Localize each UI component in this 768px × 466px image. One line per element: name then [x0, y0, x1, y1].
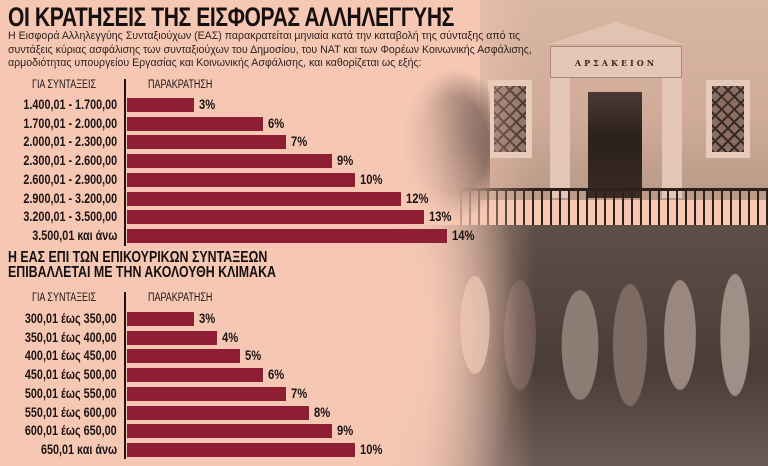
- bar-row: 2.300,01 - 2.600,00 9%: [0, 152, 480, 169]
- bar-row: 650,01 και άνω 10%: [0, 440, 480, 457]
- bar-value-label: 3%: [199, 310, 216, 326]
- bar-row: 2.600,01 - 2.900,00 10%: [0, 170, 480, 187]
- subtitle-line-2: ΕΠΙΒΑΛΛΕΤΑΙ ΜΕ ΤΗΝ ΑΚΟΛΟΥΘΗ ΚΛΙΜΑΚΑ: [8, 264, 277, 281]
- bar-category-label: 1.400,01 - 1.700,00: [23, 97, 117, 112]
- bar-category-label: 300,01 έως 350,00: [25, 311, 117, 326]
- bar-category-label: 3.500,01 και άνω: [31, 227, 117, 243]
- bar-value-label: 8%: [314, 403, 331, 420]
- subtitle-line-1: Η ΕΑΣ ΕΠΙ ΤΩΝ ΕΠΙΚΟΥΡΙΚΩΝ ΣΥΝΤΑΞΕΩΝ: [8, 249, 268, 266]
- bar-category-label: 600,01 έως 650,00: [25, 423, 117, 439]
- bar: [127, 330, 217, 345]
- bar-row: 550,01 έως 600,00 8%: [0, 403, 480, 420]
- column-header-withholding: ΠΑΡΑΚΡΑΤΗΣΗ: [148, 79, 213, 91]
- bar-category-label: 550,01 έως 600,00: [25, 404, 117, 420]
- intro-paragraph: Η Εισφορά Αλληλεγγύης Συνταξιούχων (ΕΑΣ)…: [8, 30, 532, 69]
- bar-value-label: 9%: [337, 152, 354, 169]
- page-title: ΟΙ ΚΡΑΤΗΣΕΙΣ ΤΗΣ ΕΙΣΦΟΡΑΣ ΑΛΛΗΛΕΓΓΥΗΣ: [8, 2, 454, 32]
- bar-category-label: 1.700,01 - 2.000,00: [23, 115, 117, 131]
- bar-row: 450,01 έως 500,00 6%: [0, 366, 480, 383]
- bar-value-label: 10%: [360, 440, 383, 457]
- column-header-withholding: ΠΑΡΑΚΡΑΤΗΣΗ: [148, 292, 213, 304]
- bar-category-label: 2.000,01 - 2.300,00: [23, 134, 117, 150]
- chart-axis-line: [124, 79, 126, 246]
- bar-row: 600,01 έως 650,00 9%: [0, 422, 480, 439]
- bar-row: 2.000,01 - 2.300,00 7%: [0, 133, 480, 150]
- bar-row: 500,01 έως 550,00 7%: [0, 384, 480, 401]
- column-header-pensions: ΓΙΑ ΣΥΝΤΑΞΕΙΣ: [32, 79, 97, 91]
- bar-category-label: 450,01 έως 500,00: [25, 367, 117, 383]
- bar-category-label: 2.300,01 - 2.600,00: [23, 153, 117, 169]
- bar: [127, 349, 240, 364]
- bar: [127, 98, 194, 112]
- bar-row: 3.500,01 και άνω 14%: [0, 226, 480, 243]
- bar-category-label: 2.600,01 - 2.900,00: [23, 171, 117, 187]
- bar-value-label: 4%: [222, 328, 239, 345]
- bar-row: 1.700,01 - 2.000,00 6%: [0, 114, 480, 131]
- bar: [127, 172, 355, 187]
- bar-category-label: 2.900,01 - 3.200,00: [23, 190, 117, 206]
- bar-value-label: 9%: [337, 422, 354, 439]
- bar-row: 1.400,01 - 1.700,00 3%: [0, 96, 480, 112]
- bar: [127, 405, 309, 420]
- bar: [127, 312, 194, 326]
- bar-category-label: 500,01 έως 550,00: [25, 385, 117, 401]
- bar-value-label: 6%: [268, 366, 285, 383]
- bar: [127, 424, 332, 439]
- bar: [127, 191, 401, 206]
- column-header-pensions: ΓΙΑ ΣΥΝΤΑΞΕΙΣ: [32, 292, 97, 304]
- bar: [127, 116, 263, 131]
- bar-value-label: 5%: [245, 347, 262, 364]
- bar-value-label: 6%: [268, 114, 285, 131]
- bar-row: 400,01 έως 450,00 5%: [0, 347, 480, 364]
- bar: [127, 368, 263, 383]
- section-subtitle: Η ΕΑΣ ΕΠΙ ΤΩΝ ΕΠΙΚΟΥΡΙΚΩΝ ΣΥΝΤΑΞΕΩΝ ΕΠΙΒ…: [8, 249, 277, 281]
- bar: [127, 135, 286, 150]
- bar-value-label: 12%: [406, 189, 429, 206]
- bar-row: 3.200,01 - 3.500,00 13%: [0, 208, 480, 225]
- bar: [127, 154, 332, 169]
- bar-row: 2.900,01 - 3.200,00 12%: [0, 189, 480, 206]
- bar-value-label: 13%: [429, 208, 452, 225]
- bar-category-label: 400,01 έως 450,00: [25, 348, 117, 364]
- bar-category-label: 3.200,01 - 3.500,00: [23, 209, 117, 225]
- bar-value-label: 7%: [291, 384, 308, 401]
- bar-value-label: 14%: [452, 226, 475, 243]
- bar: [127, 386, 286, 401]
- bar-category-label: 650,01 και άνω: [40, 441, 117, 457]
- bar-value-label: 10%: [360, 170, 383, 187]
- chart-axis-line: [124, 292, 126, 459]
- bar: [127, 210, 424, 225]
- bar-value-label: 3%: [199, 96, 216, 112]
- bar: [127, 228, 447, 243]
- bar-value-label: 7%: [291, 133, 308, 150]
- bar-category-label: 350,01 έως 400,00: [25, 329, 117, 345]
- bar-row: 300,01 έως 350,00 3%: [0, 310, 480, 326]
- bar-row: 350,01 έως 400,00 4%: [0, 328, 480, 345]
- bar: [127, 442, 355, 457]
